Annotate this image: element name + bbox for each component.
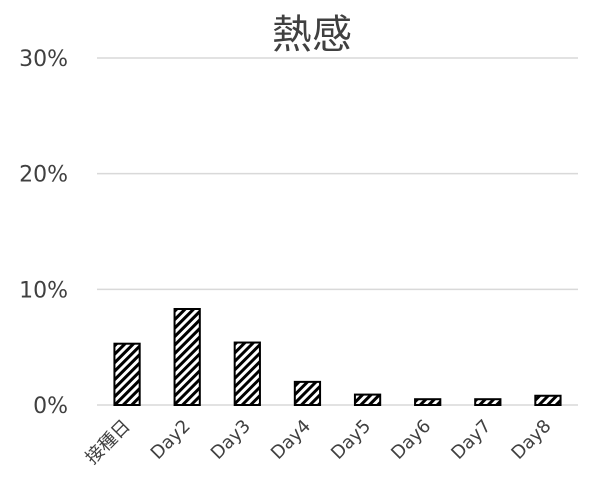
x-tick-label: Day8 — [507, 416, 555, 464]
bar-Day2 — [173, 307, 201, 407]
x-tick-label: Day2 — [147, 416, 195, 464]
bar-Day5 — [353, 393, 382, 406]
x-tick-label: Day3 — [207, 416, 255, 464]
x-tick-label: Day5 — [327, 416, 375, 464]
chart-title: 熱感 — [272, 12, 352, 58]
x-axis-ticks: 接種日 Day2 Day3 Day4 Day5 Day6 Day7 Day8 — [82, 416, 556, 469]
bars — [113, 307, 562, 407]
y-tick-label: 30% — [19, 47, 68, 72]
bar-接種日 — [113, 342, 141, 406]
x-tick-label: 接種日 — [82, 416, 135, 469]
y-tick-label: 0% — [33, 394, 68, 419]
bar-Day8 — [534, 394, 562, 407]
x-tick-label: Day7 — [447, 416, 495, 464]
x-tick-label: Day6 — [387, 416, 435, 464]
y-tick-label: 10% — [19, 278, 68, 303]
x-tick-label: Day4 — [267, 416, 315, 464]
bar-Day6 — [414, 398, 442, 407]
bar-Day7 — [474, 398, 502, 407]
bar-Day3 — [233, 341, 261, 407]
y-tick-label: 20% — [19, 163, 68, 188]
bar-Day4 — [293, 380, 322, 407]
y-axis-ticks: 0% 10% 20% 30% — [19, 47, 68, 419]
gridlines — [97, 57, 578, 406]
